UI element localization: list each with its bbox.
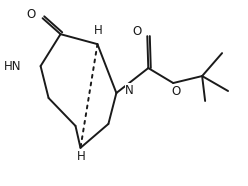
- Text: O: O: [26, 8, 36, 21]
- Text: O: O: [132, 25, 141, 38]
- Text: N: N: [125, 84, 134, 97]
- Text: HN: HN: [4, 60, 22, 73]
- Text: H: H: [77, 150, 86, 163]
- Text: H: H: [94, 24, 103, 37]
- Text: O: O: [172, 84, 181, 97]
